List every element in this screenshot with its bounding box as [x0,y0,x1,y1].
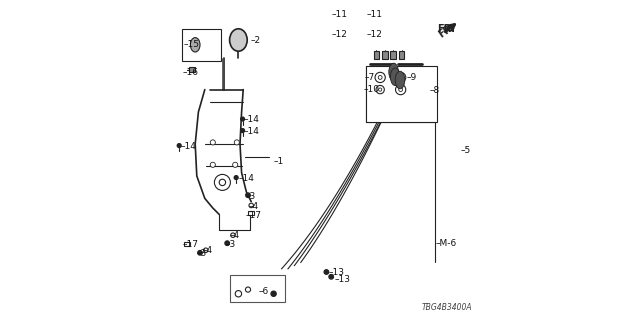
Text: –12: –12 [332,30,347,39]
Circle shape [233,162,238,167]
Text: –12: –12 [367,30,383,39]
Circle shape [396,72,406,83]
Text: –14: –14 [244,127,260,136]
Circle shape [271,291,276,296]
Text: –3: –3 [197,249,207,258]
Circle shape [399,76,403,79]
Bar [189,67,195,72]
Circle shape [234,140,239,145]
Text: TBG4B3400A: TBG4B3400A [421,303,472,312]
Circle shape [236,291,242,297]
Text: –17: –17 [182,240,198,249]
Circle shape [198,251,202,255]
Text: –9: –9 [407,73,417,82]
Ellipse shape [230,29,247,51]
Text: –1: –1 [274,157,284,166]
Circle shape [324,270,329,274]
Circle shape [225,241,230,245]
Text: –13: –13 [334,275,351,284]
Circle shape [241,129,244,132]
Bar [374,51,379,59]
Text: –4: –4 [202,246,212,255]
Circle shape [234,176,238,180]
Ellipse shape [396,71,405,89]
Text: –8: –8 [429,86,440,95]
Text: –15: –15 [184,40,200,49]
Circle shape [246,193,250,197]
Text: –5: –5 [461,146,471,155]
Text: –14: –14 [180,142,196,151]
Circle shape [329,275,333,279]
Text: –16: –16 [182,68,198,76]
Bar [230,275,285,302]
Text: FR.: FR. [436,21,457,40]
Bar [383,51,388,59]
Text: –3: –3 [246,192,256,201]
Text: –3: –3 [226,240,236,249]
Text: –M-6: –M-6 [436,239,457,248]
Text: –10: –10 [364,85,379,94]
Circle shape [375,72,385,83]
Text: –6: –6 [259,287,269,296]
Circle shape [241,117,244,121]
Text: –13: –13 [329,268,345,277]
Text: –11: –11 [367,10,383,19]
Circle shape [219,179,226,186]
Text: –17: –17 [246,211,262,220]
Text: –7: –7 [364,73,374,82]
Circle shape [249,203,253,208]
Ellipse shape [388,63,398,81]
Text: –11: –11 [332,10,348,19]
Circle shape [210,162,215,167]
Circle shape [246,287,251,292]
Circle shape [231,233,236,237]
Circle shape [399,88,403,92]
Circle shape [378,76,382,79]
Bar [390,51,396,59]
Text: –14: –14 [244,115,260,124]
Text: –4: –4 [230,231,240,240]
Circle shape [214,174,230,190]
Circle shape [210,140,215,145]
Text: –14: –14 [239,174,254,183]
Circle shape [396,84,406,95]
Bar [399,51,404,59]
Circle shape [376,85,384,94]
Bar [182,29,221,61]
Text: –4: –4 [249,202,259,211]
Ellipse shape [390,68,400,86]
Bar [184,242,190,246]
Circle shape [204,248,208,252]
Text: FR.: FR. [437,24,456,34]
Circle shape [378,88,381,91]
Bar [248,211,253,215]
Text: –2: –2 [251,36,260,44]
Ellipse shape [191,38,200,52]
Bar [366,66,436,122]
Circle shape [177,144,181,148]
